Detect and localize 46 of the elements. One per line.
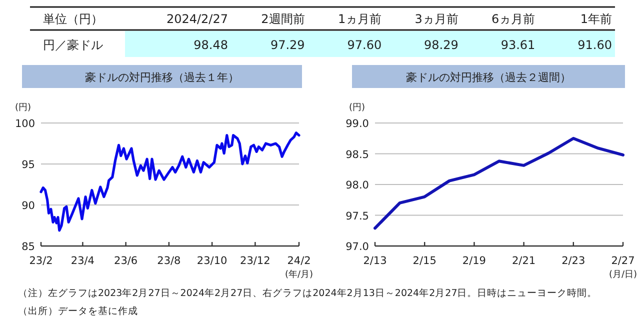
y-axis-title: (円) bbox=[348, 103, 366, 113]
x-tick-label: 24/2 bbox=[287, 255, 311, 267]
category-label: 6ヵ月前 bbox=[492, 12, 536, 26]
line-series bbox=[40, 132, 300, 232]
data-label: 98.29 bbox=[424, 38, 458, 52]
y-tick-label: 85 bbox=[22, 241, 35, 253]
x-tick-label: 2/23 bbox=[562, 255, 586, 267]
text: （注）左グラフは2023年2月27日～2024年2月27日、右グラフは2024年2月13日～2024年2月27日。日時はニューヨーク時間。 bbox=[18, 287, 598, 299]
category-label: 1ヵ月前 bbox=[338, 12, 382, 26]
data-label: 97.60 bbox=[347, 38, 382, 52]
category-label: 3ヵ月前 bbox=[414, 12, 458, 26]
y-tick-label: 98.5 bbox=[346, 148, 369, 161]
x-tick-label: 23/8 bbox=[157, 255, 181, 267]
data-label: 98.48 bbox=[194, 38, 228, 52]
y-tick-label: 95 bbox=[22, 159, 35, 171]
x-tick-label: 2/15 bbox=[412, 255, 436, 267]
category-label: 2週間前 bbox=[261, 12, 305, 26]
text: （出所）データを基に作成 bbox=[18, 305, 138, 317]
data-label: 93.61 bbox=[500, 38, 536, 52]
data-label: 97.29 bbox=[270, 38, 305, 52]
x-tick-label: 2/13 bbox=[363, 255, 387, 267]
y-tick-label: 90 bbox=[22, 200, 35, 212]
category-label: 2024/2/27 bbox=[166, 12, 228, 26]
x-tick-label: 23/2 bbox=[29, 255, 53, 267]
x-tick-label: 2/19 bbox=[462, 255, 486, 267]
text: 単位（円） bbox=[43, 12, 103, 26]
x-tick-label: 23/6 bbox=[114, 255, 138, 267]
y-tick-label: 97.0 bbox=[346, 241, 369, 253]
y-tick-label: 99.0 bbox=[346, 118, 369, 130]
chart-title: 豪ドルの対円推移（過去１年） bbox=[85, 71, 239, 84]
y-tick-label: 97.5 bbox=[346, 210, 369, 222]
y-tick-label: 100 bbox=[14, 118, 35, 130]
line-series bbox=[374, 136, 624, 230]
data-label: 91.60 bbox=[578, 38, 612, 52]
chart-title: 豪ドルの対円推移（過去２週間） bbox=[406, 71, 571, 84]
x-axis-title: (年/月) bbox=[284, 269, 314, 280]
y-axis-title: (円) bbox=[14, 103, 32, 113]
x-tick-label: 23/10 bbox=[196, 255, 228, 267]
y-tick-label: 98.0 bbox=[346, 180, 369, 192]
x-tick-label: 2/27 bbox=[611, 255, 635, 267]
category-label: 1年前 bbox=[580, 12, 612, 26]
x-tick-label: 2/21 bbox=[512, 255, 536, 267]
x-axis-title: (月/日) bbox=[608, 270, 638, 280]
x-tick-label: 23/12 bbox=[240, 255, 270, 267]
x-tick-label: 23/4 bbox=[70, 255, 95, 267]
series-label: 円／豪ドル bbox=[43, 38, 103, 52]
